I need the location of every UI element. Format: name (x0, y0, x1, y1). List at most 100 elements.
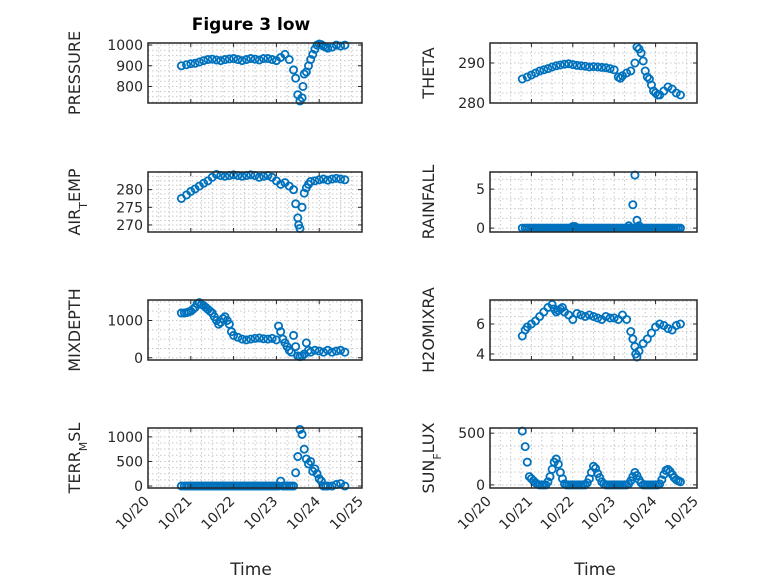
data-point (589, 62, 599, 72)
data-point (323, 345, 333, 355)
data-point (293, 452, 303, 462)
data-point (593, 313, 603, 323)
data-point (580, 311, 590, 321)
data-point (632, 215, 642, 225)
data-point (237, 56, 247, 66)
data-point (229, 330, 239, 340)
data-point (340, 347, 350, 357)
data-point (233, 332, 243, 342)
data-point (310, 176, 320, 186)
data-point (657, 475, 667, 485)
data-point (263, 334, 273, 344)
data-point (520, 442, 530, 452)
subplot-terr-msl: 10/20 10/21 10/22 10/23 10/24 10/25 0 500 1000 TE… (65, 423, 367, 534)
data-point (250, 54, 260, 64)
data-point (646, 328, 656, 338)
data-point (336, 174, 346, 184)
data-point (291, 73, 301, 83)
x-axis-label-right: Time (573, 560, 616, 580)
data-point (568, 60, 578, 70)
y-tick-label: 280 (116, 183, 143, 199)
data-point (642, 72, 652, 82)
y-axis-label: SUNFLUX (419, 422, 444, 493)
data-point (327, 481, 337, 491)
data-point (299, 188, 309, 198)
data-point (638, 56, 648, 66)
data-point (205, 306, 215, 316)
data-point (176, 61, 186, 71)
data-point (626, 66, 636, 76)
axes-frame (147, 427, 363, 489)
data-point (655, 319, 665, 329)
data-point (323, 43, 333, 53)
y-tick-label: 4 (476, 347, 485, 363)
data-point (675, 477, 685, 487)
data-point (237, 334, 247, 344)
data-point (630, 58, 640, 68)
axes-frame (489, 42, 698, 104)
y-axis-label: RAINFALL (419, 165, 438, 240)
y-tick-label: 500 (116, 454, 143, 470)
subplot-mixdepth: 0 1000 MIXDEPTH (65, 288, 363, 372)
data-point (289, 330, 299, 340)
data-point (216, 56, 226, 66)
data-point (241, 335, 251, 345)
data-point (636, 48, 646, 58)
data-point (517, 74, 527, 84)
data-point (306, 177, 316, 187)
x-tick-label: 10/21 (496, 494, 536, 534)
y-tick-label: 1000 (107, 313, 143, 329)
y-axis-label: THETA (419, 47, 438, 99)
data-point (560, 59, 570, 69)
data-point (284, 55, 294, 65)
data-point (314, 346, 324, 356)
y-axis-label: AIRTEMP (65, 168, 90, 235)
data-point (605, 313, 615, 323)
subplot-pressure: 800 900 1000 PRESSURE (65, 31, 363, 115)
data-point (306, 456, 316, 466)
data-point (580, 61, 590, 71)
data-point (557, 474, 567, 484)
data-point (291, 342, 301, 352)
axes-frame (489, 171, 698, 233)
axes-background (148, 43, 362, 103)
data-point (280, 49, 290, 59)
x-tick-label: 10/20 (455, 494, 495, 534)
y-axis-label: PRESSURE (65, 31, 84, 115)
x-tick-label: 10/20 (113, 494, 153, 534)
data-point (284, 345, 294, 355)
y-tick-label: 280 (458, 96, 485, 112)
data-point (564, 59, 574, 69)
data-point (318, 347, 328, 357)
y-tick-label: 6 (476, 317, 485, 333)
y-tick-label: 500 (458, 426, 485, 442)
data-point (259, 54, 269, 64)
x-tick-label: 10/23 (579, 494, 619, 534)
x-tick-label: 10/24 (284, 493, 324, 533)
axes-frame (489, 299, 698, 361)
data-point (555, 60, 565, 70)
y-tick-label: 900 (116, 59, 143, 75)
data-point (224, 54, 234, 64)
data-point (297, 93, 307, 103)
data-point (535, 66, 545, 76)
data-point (622, 314, 632, 324)
data-point (628, 200, 638, 210)
x-tick-label: 10/25 (327, 494, 367, 534)
data-point (675, 90, 685, 100)
data-point (553, 459, 563, 469)
data-point (551, 454, 561, 464)
data-point (605, 64, 615, 74)
y-tick-label: 0 (476, 221, 485, 237)
data-point (340, 481, 350, 491)
y-tick-label: 5 (476, 182, 485, 198)
data-point (318, 174, 328, 184)
data-point (522, 457, 532, 467)
data-point (327, 347, 337, 357)
x-tick-label: 10/22 (538, 494, 578, 534)
data-point (634, 346, 644, 356)
data-point (299, 444, 309, 454)
data-point (310, 345, 320, 355)
data-point (591, 463, 601, 473)
